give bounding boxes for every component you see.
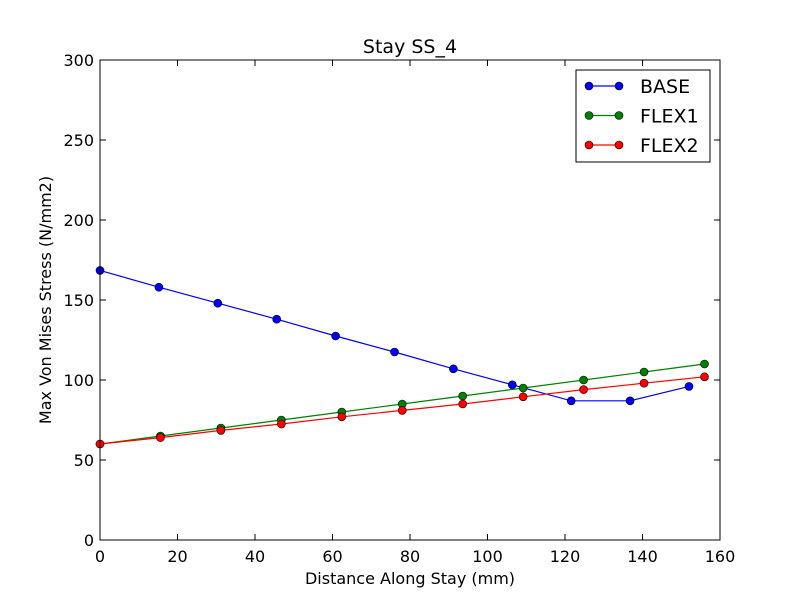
data-point xyxy=(700,372,709,382)
y-tick-label: 0 xyxy=(84,531,94,550)
legend-marker xyxy=(614,81,624,91)
data-point xyxy=(331,331,340,341)
data-point xyxy=(566,396,576,406)
data-point xyxy=(579,375,588,385)
series-base xyxy=(95,266,694,406)
legend-label: BASE xyxy=(640,76,690,98)
data-point xyxy=(397,406,407,415)
x-tick-label: 160 xyxy=(705,547,736,566)
data-point xyxy=(639,367,649,377)
data-point xyxy=(156,433,165,442)
y-tick-label: 300 xyxy=(63,51,94,70)
legend-marker xyxy=(614,111,624,120)
x-tick-label: 20 xyxy=(167,547,187,566)
legend-item-flex2: FLEX2 xyxy=(584,135,699,157)
plot-marks xyxy=(95,266,709,449)
x-tick-label: 100 xyxy=(472,547,503,566)
data-point xyxy=(458,399,468,409)
data-point xyxy=(390,347,399,357)
y-tick-label: 200 xyxy=(63,211,94,230)
legend-item-flex1: FLEX1 xyxy=(584,106,699,128)
legend-marker xyxy=(614,140,624,150)
axes: 0 20 40 60 80 100 120 140 160 0 50 100 150 200 250 300 xyxy=(63,51,735,566)
data-point xyxy=(507,380,517,390)
y-tick-label: 250 xyxy=(63,131,94,150)
x-tick-label: 0 xyxy=(95,547,105,566)
data-point xyxy=(700,359,709,369)
series-line xyxy=(99,269,690,402)
legend-item-base: BASE xyxy=(584,76,690,98)
y-tick-label: 100 xyxy=(63,371,94,390)
data-point xyxy=(216,426,226,435)
x-tick-label: 40 xyxy=(245,547,265,566)
data-point xyxy=(518,392,528,402)
y-axis-label: Max Von Mises Stress (N/mm2) xyxy=(36,176,55,424)
data-point xyxy=(272,314,282,324)
x-tick-label: 120 xyxy=(550,547,581,566)
y-tick-label: 50 xyxy=(74,451,94,470)
legend-marker xyxy=(584,111,594,120)
legend-label: FLEX2 xyxy=(640,135,699,157)
x-tick-label: 140 xyxy=(627,547,658,566)
x-tick-label: 60 xyxy=(322,547,342,566)
data-point xyxy=(458,391,468,401)
data-point xyxy=(213,298,223,308)
data-point xyxy=(449,364,458,374)
y-tick-label: 150 xyxy=(63,291,94,310)
x-axis-label: Distance Along Stay (mm) xyxy=(305,569,515,588)
data-point xyxy=(625,396,635,406)
chart-title: Stay SS_4 xyxy=(363,36,457,58)
data-point xyxy=(579,385,588,394)
data-point xyxy=(337,412,347,422)
data-point xyxy=(518,383,528,393)
legend-marker xyxy=(584,140,594,150)
legend-marker xyxy=(584,81,594,91)
series-flex2 xyxy=(95,372,709,449)
x-tick-label: 80 xyxy=(400,547,420,566)
data-point xyxy=(684,382,694,391)
data-point xyxy=(154,282,164,292)
legend: BASE FLEX1 FLEX2 xyxy=(575,69,711,163)
data-point xyxy=(639,378,649,388)
legend-label: FLEX1 xyxy=(640,106,699,128)
data-point xyxy=(277,419,286,429)
